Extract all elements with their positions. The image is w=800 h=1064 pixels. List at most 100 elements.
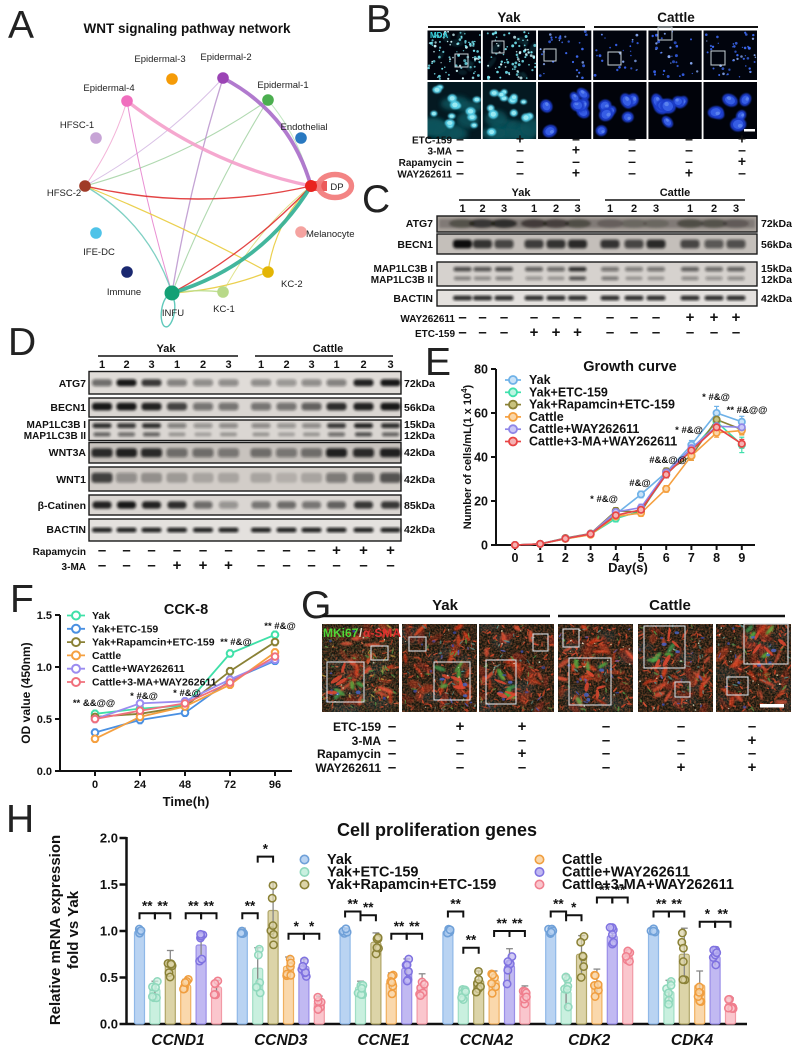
- svg-text:+: +: [748, 732, 757, 749]
- svg-text:#&&@@: #&&@@: [649, 455, 687, 466]
- svg-text:2: 2: [562, 551, 569, 565]
- svg-text:Epidermal-4: Epidermal-4: [83, 83, 134, 94]
- svg-text:–: –: [388, 718, 396, 735]
- svg-text:42kDa: 42kDa: [404, 447, 435, 459]
- svg-text:**: **: [204, 898, 215, 913]
- svg-text:–: –: [516, 165, 524, 181]
- svg-text:E: E: [425, 341, 451, 384]
- svg-text:85kDa: 85kDa: [404, 500, 435, 512]
- svg-text:KC-2: KC-2: [281, 279, 303, 290]
- svg-text:–: –: [456, 131, 464, 147]
- svg-text:–: –: [518, 759, 526, 776]
- svg-text:–: –: [606, 324, 614, 341]
- svg-text:Yak: Yak: [157, 343, 177, 355]
- svg-text:+: +: [572, 165, 580, 181]
- svg-text:**: **: [394, 919, 405, 934]
- svg-text:Yak: Yak: [529, 373, 551, 387]
- svg-text:–: –: [122, 557, 130, 574]
- svg-text:WAY262611: WAY262611: [315, 761, 381, 775]
- svg-text:OD value (450nm): OD value (450nm): [19, 642, 33, 743]
- svg-text:Cattle: Cattle: [529, 410, 564, 424]
- svg-text:0.0: 0.0: [100, 1017, 118, 1032]
- svg-text:+: +: [516, 131, 524, 147]
- svg-text:BACTIN: BACTIN: [46, 524, 86, 536]
- svg-text:–: –: [530, 309, 538, 326]
- svg-text:Endothelial: Endothelial: [280, 122, 327, 133]
- svg-text:Cattle: Cattle: [660, 187, 691, 199]
- svg-text:Yak+ETC-159: Yak+ETC-159: [92, 623, 158, 635]
- svg-text:Relative mRNA expression: Relative mRNA expression: [47, 835, 64, 1025]
- svg-text:–: –: [456, 142, 464, 158]
- svg-text:Day(s): Day(s): [608, 560, 648, 575]
- svg-text:–: –: [98, 557, 106, 574]
- svg-text:–: –: [456, 759, 464, 776]
- svg-text:Cattle: Cattle: [657, 10, 695, 25]
- svg-text:9: 9: [738, 551, 745, 565]
- svg-text:**: **: [409, 919, 420, 934]
- svg-text:5: 5: [638, 551, 645, 565]
- svg-text:–: –: [677, 732, 685, 749]
- svg-text:Cattle: Cattle: [313, 343, 344, 355]
- svg-text:3: 3: [148, 359, 154, 371]
- svg-text:–: –: [628, 142, 636, 158]
- svg-text:15kDa: 15kDa: [761, 263, 792, 275]
- svg-text:–: –: [456, 165, 464, 181]
- svg-text:–: –: [388, 732, 396, 749]
- svg-text:+: +: [359, 542, 368, 559]
- svg-text:Yak+Rapamcin+ETC-159: Yak+Rapamcin+ETC-159: [327, 877, 496, 893]
- svg-text:–: –: [458, 309, 466, 326]
- svg-text:Yak+Rapamcin+ETC-159: Yak+Rapamcin+ETC-159: [92, 637, 215, 649]
- svg-text:–: –: [199, 542, 207, 559]
- svg-text:–: –: [98, 542, 106, 559]
- svg-text:G: G: [301, 584, 331, 627]
- svg-text:3-MA: 3-MA: [428, 147, 452, 158]
- svg-text:Epidermal-2: Epidermal-2: [200, 52, 251, 63]
- svg-text:1: 1: [99, 359, 105, 371]
- svg-text:Rapamycin: Rapamycin: [317, 747, 381, 761]
- svg-text:2.0: 2.0: [100, 831, 118, 846]
- svg-text:+: +: [224, 557, 233, 574]
- svg-text:IFE-DC: IFE-DC: [83, 247, 115, 258]
- svg-text:–: –: [257, 542, 265, 559]
- svg-text:–: –: [388, 759, 396, 776]
- svg-text:**: **: [363, 900, 374, 915]
- svg-text:4: 4: [612, 551, 619, 565]
- svg-text:7: 7: [688, 551, 695, 565]
- svg-text:–: –: [572, 131, 580, 147]
- svg-text:Cattle+3-MA+WAY262611: Cattle+3-MA+WAY262611: [529, 435, 677, 449]
- svg-text:D: D: [8, 321, 36, 364]
- svg-text:80: 80: [474, 363, 488, 377]
- svg-text:2: 2: [631, 203, 637, 215]
- svg-text:0: 0: [512, 551, 519, 565]
- svg-text:* #&@: * #&@: [173, 688, 201, 699]
- svg-text:Cattle: Cattle: [92, 650, 121, 662]
- svg-text:**: **: [157, 898, 168, 913]
- svg-text:KC-1: KC-1: [213, 304, 235, 315]
- svg-text:56kDa: 56kDa: [404, 402, 435, 414]
- svg-text:**: **: [615, 883, 626, 898]
- svg-text:**: **: [497, 916, 508, 931]
- svg-text:–: –: [456, 732, 464, 749]
- svg-text:–: –: [572, 153, 580, 169]
- svg-text:–: –: [307, 542, 315, 559]
- svg-text:–: –: [516, 153, 524, 169]
- svg-text:+: +: [677, 759, 686, 776]
- svg-text:+: +: [518, 718, 527, 735]
- svg-text:MAP1LC3B II: MAP1LC3B II: [371, 275, 433, 286]
- svg-text:fold vs Yak: fold vs Yak: [65, 890, 82, 969]
- svg-text:DP: DP: [330, 182, 343, 193]
- svg-text:+: +: [518, 745, 527, 762]
- svg-text:3: 3: [308, 359, 314, 371]
- svg-text:–: –: [500, 309, 508, 326]
- svg-text:–: –: [630, 324, 638, 341]
- svg-text:BECN1: BECN1: [397, 239, 433, 251]
- svg-text:–: –: [456, 153, 464, 169]
- svg-text:CDK2: CDK2: [568, 1032, 611, 1049]
- svg-text:+: +: [199, 557, 208, 574]
- svg-text:–: –: [748, 718, 756, 735]
- svg-text:–: –: [122, 542, 130, 559]
- svg-text:2: 2: [360, 359, 366, 371]
- svg-text:** #&@: ** #&@: [264, 621, 295, 632]
- svg-text:–: –: [386, 557, 394, 574]
- svg-text:–: –: [677, 718, 685, 735]
